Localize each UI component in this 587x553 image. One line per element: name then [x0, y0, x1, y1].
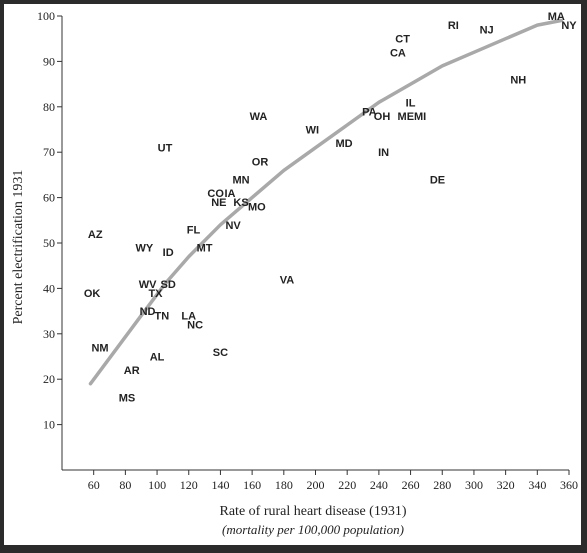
state-point-va: VA	[280, 274, 295, 286]
x-tick-label: 300	[465, 478, 483, 492]
x-tick-label: 120	[180, 478, 198, 492]
state-point-al: AL	[150, 352, 165, 364]
state-point-ok: OK	[84, 288, 101, 300]
x-tick-label: 280	[433, 478, 451, 492]
x-tick-label: 80	[119, 478, 131, 492]
state-point-ca: CA	[390, 47, 406, 59]
state-point-wi: WI	[306, 125, 319, 137]
axes: 10 20 30 40 50 60 70 80 90 100 60 80 100 120 140 160 180…	[37, 9, 578, 492]
state-point-or: OR	[252, 156, 269, 168]
state-point-wv: WV	[139, 279, 157, 291]
state-point-tn: TN	[154, 311, 169, 323]
y-tick-label: 90	[43, 54, 55, 68]
state-point-ut: UT	[158, 143, 173, 155]
y-tick-label: 30	[43, 327, 55, 341]
state-point-mn: MN	[232, 174, 249, 186]
state-point-pa: PA	[362, 106, 377, 118]
state-point-az: AZ	[88, 229, 103, 241]
state-point-id: ID	[163, 247, 174, 259]
state-point-oh: OH	[374, 111, 391, 123]
x-tick-label: 60	[88, 478, 100, 492]
state-point-il: IL	[406, 97, 416, 109]
x-tick-label: 360	[560, 478, 578, 492]
x-tick-label: 320	[497, 478, 515, 492]
state-point-fl: FL	[187, 224, 201, 236]
state-point-sc: SC	[213, 347, 228, 359]
y-tick-label: 100	[37, 9, 55, 23]
trend-curve	[88, 18, 563, 386]
y-tick-label: 50	[43, 236, 55, 250]
state-point-ia: IA	[224, 188, 235, 200]
x-axis-title: Rate of rural heart disease (1931)	[220, 504, 407, 519]
state-point-mi: MI	[414, 111, 426, 123]
state-point-nv: NV	[225, 220, 241, 232]
state-point-nc: NC	[187, 320, 203, 332]
state-point-wy: WY	[136, 243, 154, 255]
state-point-nj: NJ	[480, 25, 494, 37]
x-tick-label: 240	[370, 478, 388, 492]
y-tick-label: 60	[43, 191, 55, 205]
x-axis-subtitle: (mortality per 100,000 population)	[222, 522, 404, 537]
x-tick-label: 140	[211, 478, 229, 492]
scatter-chart: 10 20 30 40 50 60 70 80 90 100 60 80 100 120 140 160 180…	[11, 9, 578, 537]
state-point-ri: RI	[448, 20, 459, 32]
state-point-sd: SD	[161, 279, 176, 291]
state-point-nd: ND	[140, 306, 156, 318]
state-point-nm: NM	[91, 342, 108, 354]
x-tick-label: 180	[275, 478, 293, 492]
state-point-ct: CT	[395, 34, 410, 46]
chart-frame: 10 20 30 40 50 60 70 80 90 100 60 80 100 120 140 160 180…	[4, 4, 581, 545]
x-tick-label: 340	[528, 478, 546, 492]
x-tick-label: 100	[148, 478, 166, 492]
x-tick-label: 160	[243, 478, 261, 492]
state-point-wa: WA	[250, 111, 268, 123]
state-point-me: ME	[398, 111, 415, 123]
state-point-in: IN	[378, 147, 389, 159]
x-tick-label: 220	[338, 478, 356, 492]
state-point-ny: NY	[561, 20, 577, 32]
x-tick-label: 200	[307, 478, 325, 492]
state-point-de: DE	[430, 174, 445, 186]
state-point-mt: MT	[197, 243, 213, 255]
state-point-nh: NH	[510, 75, 526, 87]
y-tick-label: 20	[43, 372, 55, 386]
state-point-md: MD	[335, 138, 352, 150]
y-tick-label: 40	[43, 281, 55, 295]
state-point-la: LA	[181, 311, 196, 323]
state-point-ks: KS	[233, 197, 248, 209]
y-tick-label: 10	[43, 418, 55, 432]
state-point-ms: MS	[119, 392, 136, 404]
y-tick-label: 80	[43, 100, 55, 114]
x-tick-label: 260	[402, 478, 420, 492]
state-point-ma: MA	[548, 11, 565, 23]
trend-curve-layer	[88, 18, 563, 386]
state-point-tx: TX	[148, 288, 163, 300]
y-tick-label: 70	[43, 145, 55, 159]
state-point-ne: NE	[211, 197, 226, 209]
state-point-mo: MO	[248, 202, 266, 214]
state-point-ar: AR	[124, 365, 140, 377]
state-point-co: CO	[207, 188, 224, 200]
y-axis-title: Percent electrification 1931	[11, 170, 26, 325]
